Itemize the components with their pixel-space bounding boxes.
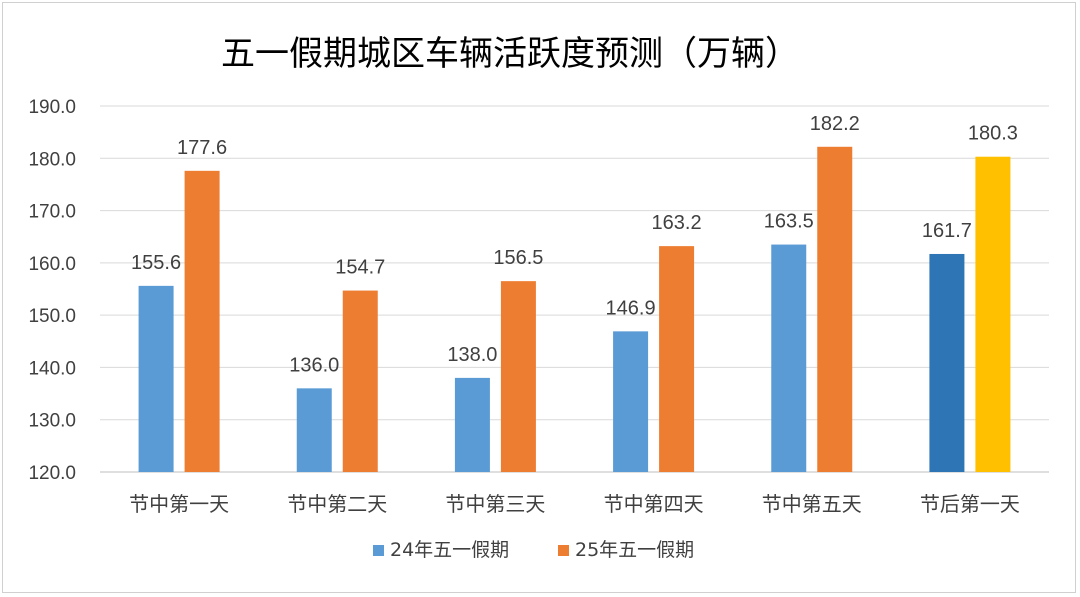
data-label: 156.5: [493, 247, 543, 269]
y-tick-label: 120.0: [28, 463, 76, 484]
bar-series2: [817, 146, 853, 473]
data-label: 163.5: [764, 211, 814, 233]
bar-series1: [771, 244, 807, 472]
bar-series1: [296, 388, 332, 472]
y-tick-label: 160.0: [28, 254, 76, 275]
bar-series2: [659, 246, 695, 472]
data-label: 177.6: [177, 137, 227, 159]
data-label: 163.2: [652, 212, 702, 234]
gridlines: [100, 105, 1049, 473]
bar-series2: [342, 290, 378, 472]
chart-title: 五一假期城区车辆活跃度预测（万辆）: [221, 34, 799, 74]
bar-series2: [975, 156, 1011, 472]
x-axis-categories: 节中第一天 节中第二天 节中第三天 节中第四天 节中第五天 节后第一天: [129, 492, 1020, 516]
y-tick-label: 130.0: [28, 411, 76, 432]
y-tick-label: 140.0: [28, 358, 76, 379]
category-label: 节中第三天: [445, 492, 545, 516]
data-label: 182.2: [810, 113, 860, 135]
category-label: 节中第一天: [129, 492, 229, 516]
legend-swatch: [558, 545, 569, 556]
data-label: 154.7: [335, 257, 385, 279]
bar-series1: [613, 331, 649, 472]
data-label: 146.9: [606, 297, 656, 319]
y-tick-label: 180.0: [28, 149, 76, 170]
data-label: 180.3: [968, 123, 1018, 145]
category-label: 节后第一天: [920, 492, 1020, 516]
data-label: 138.0: [447, 344, 497, 366]
bar-series2: [184, 170, 220, 472]
legend: 24年五一假期 25年五一假期: [373, 539, 694, 561]
legend-label: 24年五一假期: [390, 539, 509, 561]
y-tick-label: 190.0: [28, 97, 76, 118]
bar-series1: [138, 285, 174, 472]
bar-series1: [929, 253, 965, 472]
category-label: 节中第四天: [604, 492, 704, 516]
data-label: 136.0: [289, 354, 339, 376]
legend-swatch: [373, 545, 384, 556]
y-tick-label: 170.0: [28, 202, 76, 223]
y-tick-label: 150.0: [28, 306, 76, 327]
category-label: 节中第二天: [287, 492, 387, 516]
y-axis-ticks: 120.0 130.0 140.0 150.0 160.0 170.0 180.0 190.0: [28, 97, 76, 484]
bar-series1: [454, 377, 490, 472]
bar-series2: [500, 281, 536, 472]
legend-label: 25年五一假期: [575, 539, 694, 561]
category-label: 节中第五天: [762, 492, 862, 516]
bars: [138, 146, 1011, 473]
bar-chart: 五一假期城区车辆活跃度预测（万辆） 120.0 130.0 140.0 150.0 16…: [28, 34, 1049, 561]
data-labels: 155.6 177.6 136.0 154.7 138.0 156.5 146.9 163.2…: [131, 113, 1018, 377]
data-label: 155.6: [131, 252, 181, 274]
data-label: 161.7: [922, 220, 972, 242]
